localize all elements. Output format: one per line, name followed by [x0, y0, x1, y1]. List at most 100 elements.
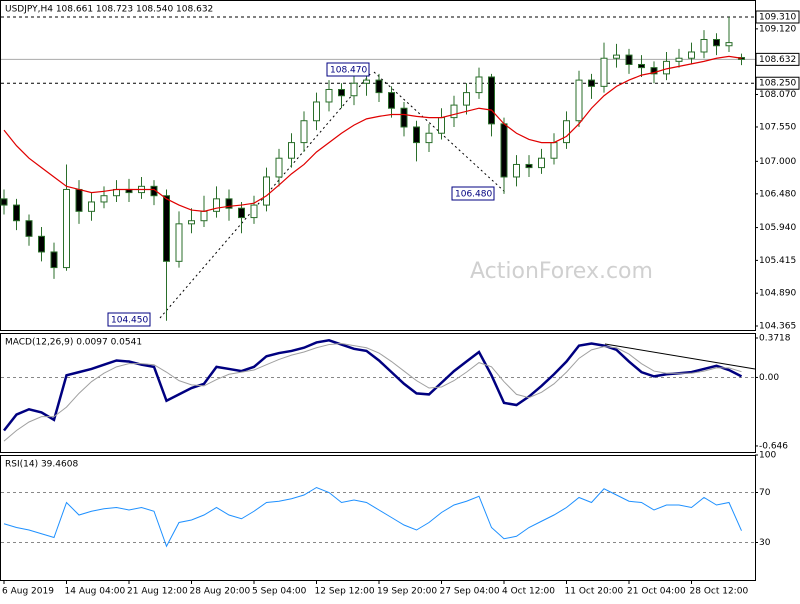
- candle-body: [38, 235, 45, 253]
- level-label-box: [755, 10, 800, 24]
- x-tick-label: 4 Oct 12:00: [502, 587, 555, 597]
- candle-body: [250, 204, 258, 219]
- y-tick-label: 0.3718: [759, 334, 791, 344]
- candle-body: [375, 79, 383, 94]
- candle-body: [563, 120, 570, 144]
- series-line: [3, 339, 743, 432]
- candle-body: [88, 201, 95, 212]
- x-tick-label: 5 Sep 04:00: [252, 587, 307, 597]
- y-tick-label: 70: [759, 488, 771, 498]
- candle-body: [300, 120, 308, 144]
- candle-body: [513, 163, 520, 178]
- candle-body: [350, 82, 358, 97]
- candle-body: [25, 220, 33, 237]
- candle-body: [663, 60, 670, 75]
- price-panel: [0, 0, 756, 331]
- candle-body: [113, 188, 120, 197]
- candle-body: [613, 54, 620, 59]
- candle-body: [325, 88, 333, 103]
- y-tick-label: 109.120: [759, 24, 796, 34]
- candle-body: [238, 207, 245, 219]
- candle-body: [488, 76, 495, 125]
- candle-body: [525, 163, 533, 169]
- x-tick-label: 28 Aug 20:00: [190, 587, 251, 597]
- candle-body: [700, 38, 708, 53]
- candle-body: [725, 42, 733, 47]
- y-tick-label: 105.940: [759, 223, 796, 233]
- chart-title: USDJPY,H4 108.661 108.723 108.540 108.63…: [5, 5, 213, 15]
- x-tick-label: 14 Aug 04:00: [65, 587, 126, 597]
- level-label-box: [755, 76, 800, 90]
- x-tick-label: 28 Oct 12:00: [690, 587, 749, 597]
- candle-body: [450, 104, 458, 119]
- candle-body: [475, 76, 483, 94]
- x-tick-label: 19 Sep 20:00: [377, 587, 437, 597]
- level-label: 108.632: [759, 55, 796, 65]
- candle-body: [538, 157, 545, 169]
- candle-body: [500, 123, 508, 178]
- candle-body: [625, 54, 633, 65]
- candle-body: [650, 67, 658, 75]
- x-tick-label: 21 Aug 12:00: [127, 587, 188, 597]
- candle-body: [588, 79, 595, 87]
- candle-body: [550, 142, 558, 159]
- level-label: 108.250: [759, 79, 796, 89]
- candle-body: [688, 51, 695, 59]
- candle-body: [600, 57, 608, 87]
- candle-body: [100, 195, 108, 203]
- x-tick-label: 6 Aug 2019: [2, 587, 54, 597]
- series-line: [3, 486, 742, 548]
- candle-body: [13, 204, 20, 222]
- candle-body: [438, 117, 445, 134]
- candle-body: [638, 63, 645, 69]
- x-tick-label: 11 Oct 20:00: [565, 587, 624, 597]
- x-tick-label: 21 Oct 04:00: [627, 587, 686, 597]
- candle-body: [188, 220, 195, 225]
- y-tick-label: 105.415: [759, 256, 796, 266]
- y-tick-label: 107.550: [759, 122, 796, 132]
- macd-title: MACD(12,26,9) 0.0097 0.0541: [5, 338, 142, 348]
- macd-trend-line: [604, 343, 756, 370]
- macd-panel: [0, 333, 756, 453]
- annotation: 104.450: [111, 316, 148, 326]
- candle-body: [363, 79, 370, 84]
- candle-body: [225, 198, 233, 209]
- candle-body: [63, 188, 70, 269]
- candle-body: [713, 38, 720, 47]
- x-tick-label: 12 Sep 12:00: [315, 587, 375, 597]
- y-tick-label: 108.070: [759, 90, 796, 100]
- rsi-title: RSI(14) 39.4608: [5, 460, 78, 470]
- candle-body: [425, 132, 433, 144]
- candle-body: [413, 126, 420, 144]
- y-tick-label: 106.480: [759, 189, 796, 199]
- candle-body: [50, 251, 58, 269]
- rsi-panel: [0, 455, 756, 581]
- y-tick-label: 104.365: [759, 322, 796, 332]
- y-tick-label: 30: [759, 538, 771, 548]
- candle-body: [463, 92, 470, 106]
- annotation: 108.470: [330, 66, 367, 76]
- series-line: [3, 342, 742, 442]
- series-line: [3, 55, 742, 212]
- candle-body: [738, 57, 745, 60]
- level-label-box: [755, 52, 800, 66]
- y-tick-label: 0.00: [759, 373, 779, 383]
- candle-body: [313, 101, 320, 122]
- candle-body: [338, 88, 345, 97]
- candle-body: [0, 198, 8, 206]
- candle-body: [675, 57, 683, 62]
- x-tick-label: 27 Sep 04:00: [440, 587, 500, 597]
- candle-body: [200, 210, 208, 222]
- y-tick-label: 107.000: [759, 157, 796, 167]
- candle-body: [388, 92, 395, 109]
- level-label: 109.310: [759, 12, 796, 22]
- candle-body: [288, 142, 295, 159]
- y-tick-label: 104.890: [759, 289, 796, 299]
- candle-body: [213, 198, 220, 212]
- watermark: ActionForex.com: [470, 259, 653, 284]
- trend-line: [159, 71, 373, 319]
- candle-body: [163, 195, 170, 262]
- annotation-box: [451, 186, 495, 201]
